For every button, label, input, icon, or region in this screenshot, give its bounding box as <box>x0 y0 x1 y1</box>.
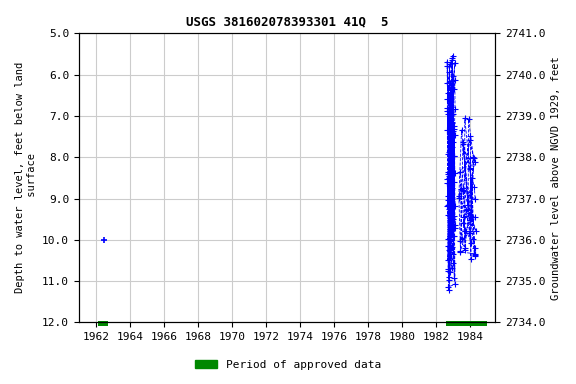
Bar <box>97 321 108 326</box>
Bar <box>446 321 487 326</box>
Y-axis label: Depth to water level, feet below land
 surface: Depth to water level, feet below land su… <box>15 62 37 293</box>
Title: USGS 381602078393301 41Q  5: USGS 381602078393301 41Q 5 <box>186 15 388 28</box>
Y-axis label: Groundwater level above NGVD 1929, feet: Groundwater level above NGVD 1929, feet <box>551 56 561 300</box>
Legend: Period of approved data: Period of approved data <box>191 356 385 375</box>
